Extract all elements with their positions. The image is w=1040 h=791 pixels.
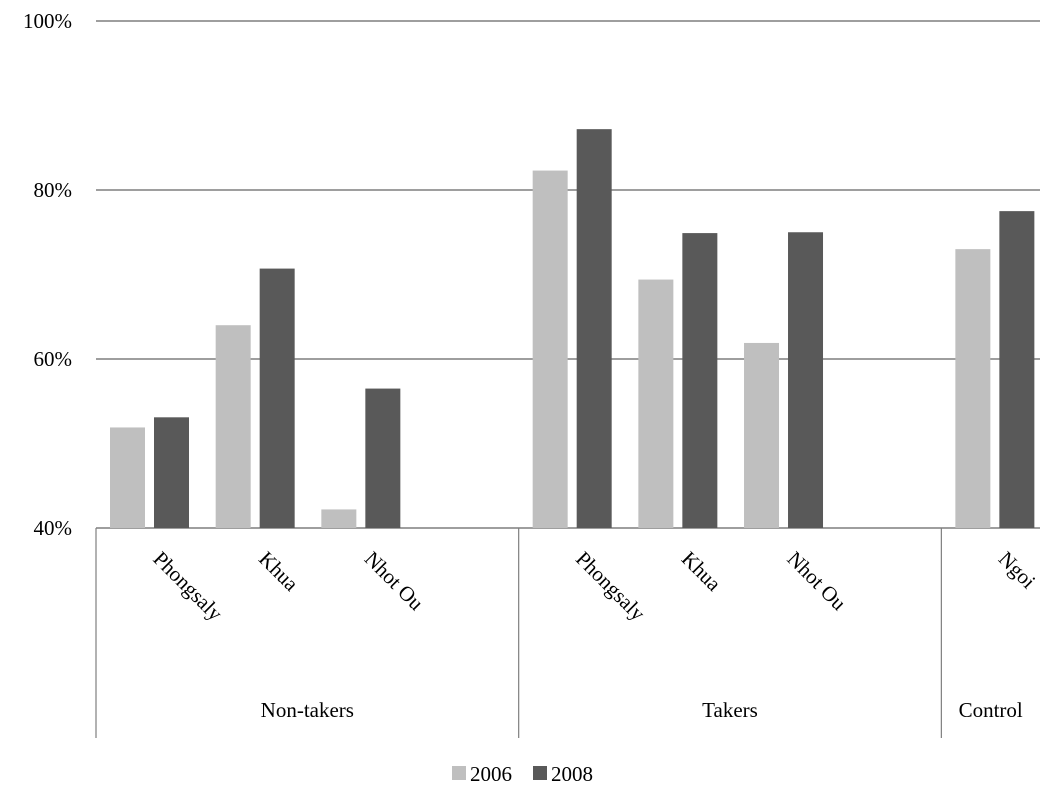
y-tick-label: 100% [23,9,72,33]
bars [110,129,1035,528]
x-category-label: Phongsaly [571,547,650,626]
bar-2008 [154,417,189,528]
x-category-label: Nhot Ou [782,547,851,616]
bar-2006 [955,249,991,528]
x-group-label: Takers [702,698,758,722]
x-group-label: Non-takers [261,698,354,722]
x-group-label: Control [959,698,1023,722]
bar-2006 [215,325,251,528]
legend-swatch [533,766,547,780]
y-axis-tick-labels: 40% 60% 80% 100% [23,9,72,540]
bar-2006 [744,342,780,528]
gridlines [96,20,1040,529]
bar-2008 [576,129,612,528]
y-tick-label: 80% [34,178,73,202]
legend-label: 2008 [551,762,593,786]
bar-2006 [110,427,145,528]
bar-2006 [532,170,568,528]
bar-2008 [999,211,1035,528]
bar-2006 [321,509,357,528]
bar-2008 [788,232,824,528]
x-category-label: Ngoi [994,547,1040,594]
legend-label: 2006 [470,762,512,786]
x-category-label: Phongsaly [148,547,227,626]
x-category-label: Khua [677,547,727,597]
bar-2008 [259,268,295,528]
x-category-label: Khua [254,547,304,597]
legend: 2006 2008 [452,762,593,786]
y-tick-label: 60% [34,347,73,371]
bar-2006 [638,279,674,528]
y-tick-label: 40% [34,516,73,540]
bar-2008 [365,388,401,528]
x-category-label: Nhot Ou [360,547,429,616]
x-axis: Phongsaly Khua Nhot Ou Phongsaly Khua Nhot Ou… [95,528,1040,738]
legend-swatch [452,766,466,780]
bar-2008 [682,233,718,528]
